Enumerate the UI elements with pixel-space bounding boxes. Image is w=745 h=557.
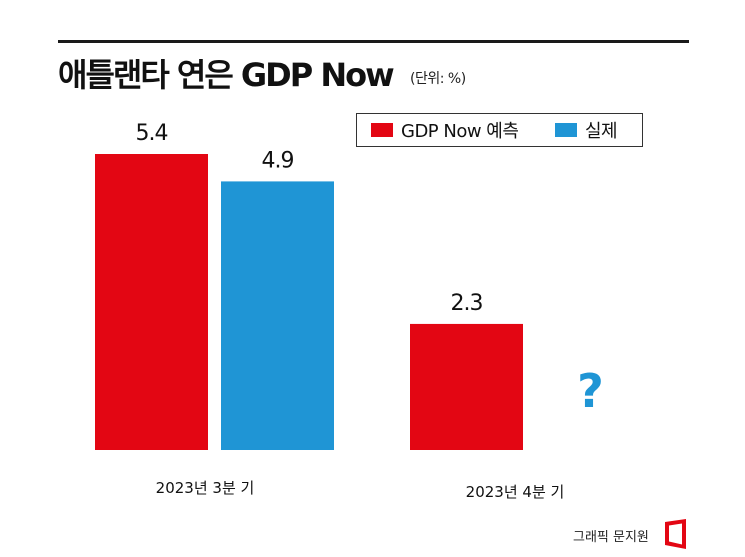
legend-item-actual: 실제: [555, 114, 618, 146]
missing-value-marker: ?: [577, 364, 604, 418]
legend-swatch-forecast: [371, 123, 393, 137]
legend: GDP Now 예측 실제: [356, 113, 643, 147]
legend-label-actual: 실제: [585, 121, 618, 142]
bar-forecast-0: [95, 154, 208, 450]
data-label-forecast-1: 2.3: [451, 291, 483, 316]
unit-label: (단위: %): [410, 71, 466, 87]
bar-forecast-1: [410, 323, 523, 450]
publisher-logo-icon: [665, 519, 686, 549]
legend-item-forecast: GDP Now 예측: [371, 114, 519, 146]
legend-swatch-actual: [555, 123, 577, 137]
legend-label-forecast: GDP Now 예측: [401, 121, 519, 142]
title-rule: [58, 40, 689, 43]
bar-actual-0: [221, 181, 334, 450]
data-label-forecast-0: 5.4: [136, 121, 168, 146]
category-label-1: 2023년 4분 기: [466, 483, 565, 501]
category-label-0: 2023년 3분 기: [156, 479, 255, 497]
source-credit: 그래픽 문지원: [573, 530, 649, 545]
chart-title: 애틀랜타 연은 GDP Now: [58, 56, 395, 94]
data-label-actual-0: 4.9: [262, 148, 294, 173]
